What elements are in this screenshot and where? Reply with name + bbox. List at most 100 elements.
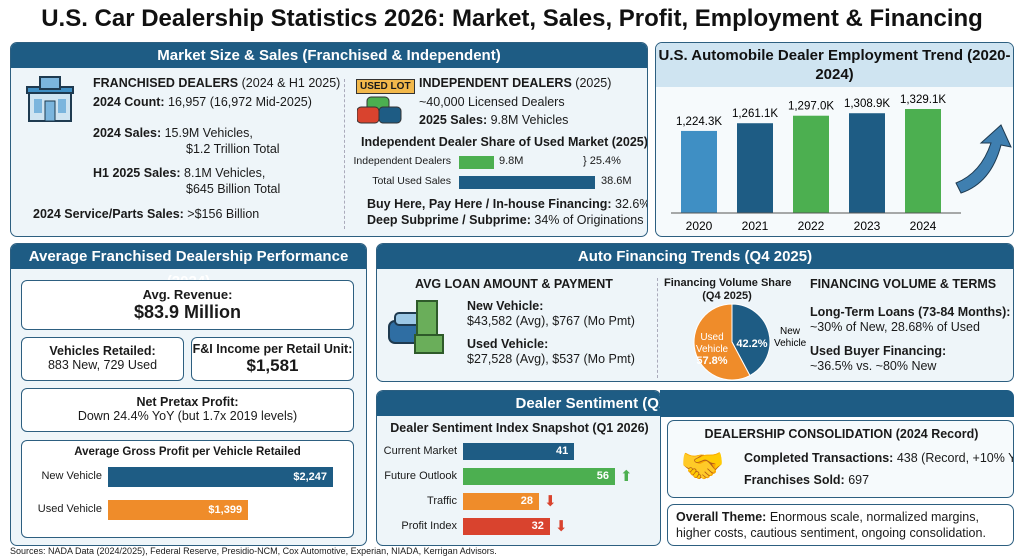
- franchised-title: FRANCHISED DEALERS: [93, 76, 239, 90]
- sentiment-bar: 41: [463, 443, 575, 460]
- index-title: Dealer Sentiment Index Snapshot (Q1 2026…: [390, 421, 649, 435]
- divider: [657, 278, 658, 378]
- sales24-value2: $1.2 Trillion Total: [186, 142, 280, 156]
- gross-title: Average Gross Profit per Vehicle Retaile…: [74, 446, 301, 458]
- sentiment-panel: Dealer Sentiment (Q1 2026) & Consolidati…: [376, 390, 661, 546]
- sales24-value: 15.9M Vehicles,: [164, 126, 253, 140]
- transactions-label: Completed Transactions:: [744, 451, 894, 465]
- new-value: $43,582 (Avg), $767 (Mo Pmt): [467, 314, 635, 328]
- h1-value: 8.1M Vehicles,: [184, 166, 266, 180]
- employment-bar: [681, 130, 717, 213]
- share-bar: [459, 156, 494, 169]
- share-value-label: 9.8M: [499, 155, 524, 167]
- financing-panel: Auto Financing Trends (Q4 2025) AVG LOAN…: [376, 243, 1014, 382]
- loan-title: AVG LOAN AMOUNT & PAYMENT: [415, 277, 613, 291]
- handshake-icon: 🤝: [680, 445, 725, 486]
- fi-label: F&I Income per Retail Unit:: [192, 342, 353, 356]
- market-panel: Market Size & Sales (Franchised & Indepe…: [10, 42, 648, 237]
- pie-used-percent: 57.8%: [696, 355, 727, 367]
- performance-header: Average Franchised Dealership Performanc…: [11, 244, 366, 290]
- share-category-label: Total Used Sales: [372, 175, 451, 187]
- longterm-label: Long-Term Loans (73-84 Months):: [810, 305, 1011, 319]
- h1-value2: $645 Billion Total: [186, 182, 281, 196]
- pie-title: Financing Volume Share: [664, 277, 792, 289]
- employment-year-label: 2021: [742, 219, 769, 233]
- employment-chart: 1,224.3K 2020 1,261.1K 2021 1,297.0K 2022 1,30…: [671, 94, 1012, 233]
- retailed-box: Vehicles Retailed: 883 New, 729 Used: [21, 337, 184, 381]
- pie-new-label: New: [780, 326, 801, 337]
- revenue-label: Avg. Revenue:: [142, 287, 233, 302]
- sentiment-category-label: Current Market: [383, 445, 457, 457]
- used-lot-sign: USED LOT: [356, 79, 415, 94]
- divider: [344, 79, 345, 229]
- sentiment-header-text: Dealer Sentiment (Q1 2026) & Consolidati…: [515, 395, 660, 412]
- retailed-value: 883 New, 729 Used: [47, 358, 158, 372]
- pie-slice: [731, 303, 771, 377]
- employment-value-label: 1,224.3K: [676, 116, 722, 128]
- theme-value: Enormous scale, normalized margins, high…: [676, 510, 986, 540]
- sentiment-header: Dealer Sentiment (Q1 2026) & Consolidati…: [377, 391, 660, 416]
- theme-label: Overall Theme:: [676, 510, 767, 524]
- employment-bar: [849, 113, 885, 213]
- trend-up-arrow-icon: [955, 124, 1012, 194]
- share-percent-annotation: } 25.4%: [583, 155, 621, 167]
- employment-year-label: 2023: [854, 219, 881, 233]
- share-title: Independent Dealer Share of Used Market …: [361, 135, 648, 149]
- longterm-value: ~30% of New, 28.68% of Used: [810, 320, 980, 334]
- employment-value-label: 1,261.1K: [732, 108, 778, 120]
- sentiment-header-ext: [660, 390, 1014, 417]
- arrow-up-icon: ⬆: [620, 468, 633, 485]
- sales24-label: 2024 Sales:: [93, 126, 162, 140]
- franchises-value: 697: [848, 473, 870, 487]
- employment-panel: U.S. Automobile Dealer Employment Trend …: [655, 42, 1014, 237]
- count-label: 2024 Count:: [93, 95, 165, 109]
- theme-box: Overall Theme: Enormous scale, normalize…: [667, 504, 1014, 546]
- arrow-down-icon: ⬇: [554, 518, 568, 535]
- sentiment-bar: 56: [463, 468, 615, 485]
- cars-icon: [357, 96, 402, 124]
- service-label: 2024 Service/Parts Sales:: [33, 207, 184, 221]
- bhph-value: 32.6%: [615, 197, 648, 211]
- fi-value: $1,581: [246, 356, 299, 375]
- gross-category-label: Used Vehicle: [37, 503, 102, 515]
- terms-title: FINANCING VOLUME & TERMS: [810, 277, 997, 291]
- retailed-label: Vehicles Retailed:: [49, 344, 156, 358]
- fi-box: F&I Income per Retail Unit: $1,581: [191, 337, 354, 381]
- gross-bar: $1,399: [108, 500, 249, 520]
- pie-new-label: Vehicle: [774, 338, 807, 349]
- revenue-box: Avg. Revenue: $83.9 Million: [21, 280, 354, 330]
- pie-used-label: Vehicle: [696, 344, 729, 355]
- independent-sub: (2025): [575, 76, 612, 90]
- sentiment-category-label: Traffic: [427, 495, 457, 507]
- new-label: New Vehicle:: [467, 299, 544, 313]
- sentiment-category-label: Future Outlook: [384, 470, 457, 482]
- bhph-label: Buy Here, Pay Here / In-house Financing:: [367, 197, 612, 211]
- page-title: U.S. Car Dealership Statistics 2026: Mar…: [41, 5, 983, 32]
- employment-value-label: 1,329.1K: [900, 94, 946, 106]
- h1-label: H1 2025 Sales:: [93, 166, 181, 180]
- independent-title: INDEPENDENT DEALERS: [419, 76, 572, 90]
- sales25-label: 2025 Sales:: [419, 113, 488, 127]
- performance-panel: Average Franchised Dealership Performanc…: [10, 243, 367, 546]
- pie-new-percent: 42.2%: [736, 338, 767, 350]
- dealership-building-icon: [26, 76, 74, 122]
- used-value: $27,528 (Avg), $537 (Mo Pmt): [467, 352, 635, 366]
- employment-year-label: 2020: [686, 219, 713, 233]
- consol-title: DEALERSHIP CONSOLIDATION (2024 Record): [704, 427, 979, 441]
- sentiment-bar: 28: [463, 493, 539, 510]
- service-value: >$156 Billion: [187, 207, 260, 221]
- count-value: 16,957 (16,972 Mid-2025): [168, 95, 312, 109]
- employment-bar: [905, 109, 941, 213]
- usedbuyer-value: ~36.5% vs. ~80% New: [810, 359, 937, 373]
- share-category-label: Independent Dealers: [353, 155, 452, 167]
- sentiment-bar: 32: [463, 518, 550, 535]
- employment-bar: [793, 115, 829, 213]
- employment-header: U.S. Automobile Dealer Employment Trend …: [656, 43, 1013, 87]
- financing-header: Auto Financing Trends (Q4 2025): [377, 244, 1013, 269]
- licensed-dealers: ~40,000 Licensed Dealers: [419, 95, 565, 109]
- employment-value-label: 1,308.9K: [844, 98, 890, 110]
- subprime-label: Deep Subprime / Subprime:: [367, 213, 531, 227]
- pie-slice: [693, 303, 751, 381]
- usedbuyer-label: Used Buyer Financing:: [810, 344, 947, 358]
- pretax-value: Down 24.4% YoY (but 1.7x 2019 levels): [77, 409, 298, 423]
